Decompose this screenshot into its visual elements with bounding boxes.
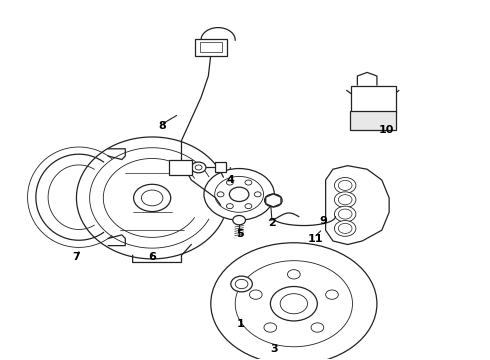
Text: 11: 11 <box>308 234 323 244</box>
Circle shape <box>264 323 277 332</box>
Circle shape <box>245 180 252 185</box>
FancyBboxPatch shape <box>215 162 226 172</box>
Circle shape <box>231 276 252 292</box>
Text: 9: 9 <box>319 216 327 226</box>
Circle shape <box>134 184 171 212</box>
Circle shape <box>191 162 206 173</box>
Circle shape <box>233 216 245 225</box>
Text: 4: 4 <box>226 175 234 185</box>
Circle shape <box>334 221 356 236</box>
Circle shape <box>311 323 324 332</box>
FancyBboxPatch shape <box>350 111 396 130</box>
Circle shape <box>226 180 233 185</box>
Circle shape <box>338 195 352 205</box>
Circle shape <box>195 165 202 170</box>
FancyBboxPatch shape <box>200 42 221 52</box>
Circle shape <box>269 197 278 204</box>
Circle shape <box>229 187 249 202</box>
Circle shape <box>215 176 264 212</box>
Circle shape <box>334 192 356 208</box>
Circle shape <box>338 209 352 219</box>
Circle shape <box>211 243 377 360</box>
Circle shape <box>326 290 338 299</box>
Circle shape <box>142 190 163 206</box>
Text: 7: 7 <box>73 252 80 262</box>
Text: 2: 2 <box>268 218 276 228</box>
Text: 8: 8 <box>158 121 166 131</box>
Circle shape <box>338 224 352 233</box>
Circle shape <box>288 270 300 279</box>
Circle shape <box>204 168 274 220</box>
Circle shape <box>235 261 352 347</box>
Circle shape <box>265 194 282 207</box>
Text: 5: 5 <box>236 229 244 239</box>
Circle shape <box>226 204 233 209</box>
Text: 1: 1 <box>236 319 244 329</box>
Polygon shape <box>326 166 389 244</box>
Circle shape <box>338 180 352 190</box>
Circle shape <box>254 192 261 197</box>
Circle shape <box>245 204 252 209</box>
Circle shape <box>217 192 224 197</box>
Text: 3: 3 <box>270 344 278 354</box>
Circle shape <box>235 279 248 289</box>
Polygon shape <box>266 194 281 207</box>
Circle shape <box>280 294 308 314</box>
FancyBboxPatch shape <box>169 159 192 175</box>
Text: 10: 10 <box>379 125 394 135</box>
Text: 6: 6 <box>148 252 156 262</box>
FancyBboxPatch shape <box>195 39 227 55</box>
Circle shape <box>334 177 356 193</box>
FancyBboxPatch shape <box>350 86 396 113</box>
Circle shape <box>249 290 262 299</box>
Circle shape <box>334 206 356 222</box>
Circle shape <box>270 287 318 321</box>
